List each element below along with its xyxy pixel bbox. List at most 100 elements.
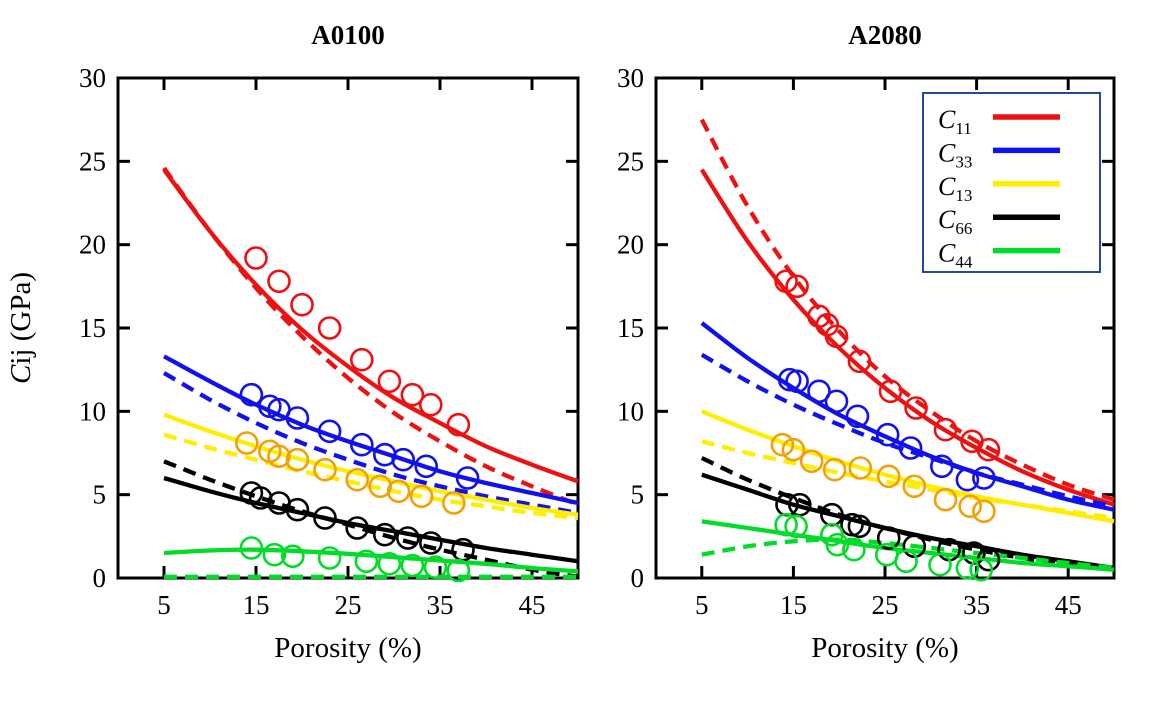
- marker-circle: [807, 304, 831, 329]
- marker-circle: [267, 444, 291, 469]
- marker-circle: [400, 553, 425, 578]
- y-tick-label: 30: [79, 63, 106, 93]
- marker-circle: [902, 474, 927, 499]
- marker-circle: [955, 467, 980, 492]
- marker-circle: [878, 379, 903, 404]
- series-C33-solid-line: [700, 321, 1115, 512]
- x-axis-label: Porosity (%): [274, 632, 421, 664]
- marker-circle: [290, 292, 314, 317]
- marker-circle: [847, 349, 872, 374]
- marker-circle: [842, 537, 866, 562]
- marker-circle: [409, 484, 434, 509]
- marker-circle: [898, 436, 923, 460]
- series-C13-solid-line: [700, 409, 1115, 524]
- legend-label: C11: [938, 105, 972, 138]
- marker-circle: [876, 526, 901, 550]
- x-tick-label: 15: [243, 590, 270, 620]
- marker-circle: [807, 379, 831, 404]
- legend-entry: C11: [938, 105, 1060, 138]
- marker-circle: [239, 536, 264, 560]
- legend-label: C33: [938, 138, 972, 171]
- marker-circle: [770, 432, 795, 457]
- series-C13-markers: [235, 431, 466, 515]
- y-tick-label: 15: [617, 313, 644, 343]
- marker-circle: [848, 456, 873, 480]
- series-C11-markers: [244, 246, 471, 437]
- y-tick-label: 0: [631, 563, 645, 593]
- marker-circle: [418, 531, 443, 555]
- x-tick-label: 5: [157, 590, 171, 620]
- marker-circle: [774, 512, 798, 537]
- x-tick-label: 15: [780, 590, 807, 620]
- marker-circle: [958, 494, 983, 519]
- x-tick-label: 45: [519, 590, 546, 620]
- panel-title: A0100: [311, 20, 385, 50]
- series-C66-solid-line: [163, 475, 579, 564]
- marker-circle: [372, 522, 397, 547]
- marker-circle: [400, 382, 425, 407]
- marker-circle: [317, 546, 342, 570]
- marker-circle: [972, 499, 996, 524]
- x-axis-label: Porosity (%): [811, 632, 958, 664]
- marker-circle: [904, 396, 928, 420]
- marker-circle: [262, 542, 287, 567]
- legend-entry: C13: [938, 172, 1060, 205]
- panel-title: A2080: [848, 20, 922, 50]
- marker-circle: [455, 466, 480, 490]
- axis-box: [116, 76, 580, 580]
- y-tick-label: 10: [617, 396, 644, 426]
- marker-circle: [280, 544, 305, 569]
- series-C33-markers: [777, 367, 996, 492]
- series-C66-dashed-line: [163, 459, 579, 579]
- y-tick-label: 0: [93, 563, 107, 593]
- marker-circle: [976, 437, 1001, 462]
- marker-circle: [785, 369, 809, 394]
- legend-label: C66: [938, 205, 972, 238]
- legend-label: C13: [938, 172, 972, 205]
- series-C11-solid-line: [699, 168, 1115, 507]
- marker-circle: [345, 467, 370, 492]
- panel-A0100: 5 15 25 35 45 0 5 10 15 20 25 30 A0100 Porosity (%) Ci…: [5, 20, 580, 664]
- y-tick-label: 5: [631, 480, 645, 510]
- marker-circle: [414, 454, 439, 479]
- marker-circle: [244, 246, 268, 270]
- marker-circle: [391, 447, 416, 472]
- marker-circle: [972, 466, 996, 490]
- marker-circle: [875, 422, 900, 447]
- series-C11-markers: [774, 269, 1001, 462]
- marker-circle: [285, 406, 310, 430]
- marker-circle: [345, 516, 370, 540]
- marker-circle: [349, 432, 374, 457]
- marker-circle: [267, 269, 291, 294]
- marker-circle: [825, 532, 850, 557]
- marker-circle: [441, 491, 466, 515]
- marker-circle: [933, 487, 958, 512]
- marker-circle: [386, 479, 411, 504]
- marker-circle: [354, 549, 379, 574]
- legend-entry: C44: [938, 239, 1060, 272]
- series-C66-solid-line: [701, 472, 1115, 571]
- marker-circle: [317, 419, 342, 444]
- marker-circle: [395, 526, 420, 550]
- marker-circle: [239, 382, 264, 407]
- marker-circle: [928, 552, 952, 577]
- legend-entry: C33: [938, 138, 1060, 171]
- x-tick-label: 35: [963, 590, 990, 620]
- series-C11-solid-line: [162, 168, 579, 484]
- marker-circle: [313, 457, 337, 482]
- legend-label: C44: [938, 239, 973, 272]
- marker-circle: [446, 412, 471, 437]
- marker-circle: [876, 464, 901, 489]
- marker-circle: [423, 555, 448, 580]
- panel-A2080: 5 15 25 35 45 0 5 10 15 20 25 30 A2080 Porosity (%) C1…: [617, 20, 1116, 664]
- y-tick-label: 15: [79, 313, 106, 343]
- series-C13-markers: [770, 432, 996, 524]
- y-tick-label: 20: [79, 230, 106, 260]
- marker-circle: [285, 497, 310, 522]
- marker-circle: [349, 347, 374, 372]
- marker-circle: [285, 447, 310, 472]
- marker-circle: [418, 392, 443, 417]
- marker-circle: [235, 431, 259, 455]
